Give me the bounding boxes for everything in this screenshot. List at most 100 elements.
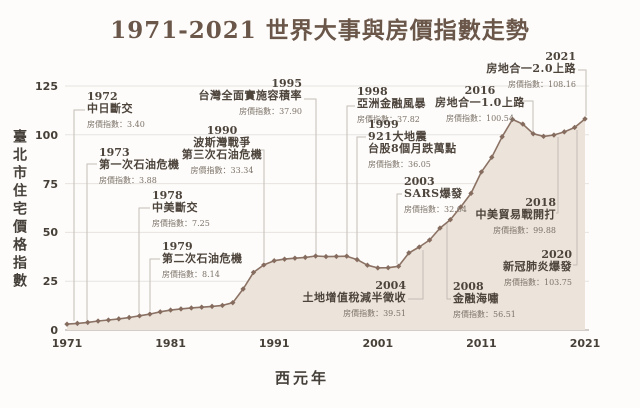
x-axis-title: 西元年 bbox=[274, 369, 329, 387]
data-point-2000 bbox=[364, 262, 371, 268]
data-point-1981 bbox=[167, 307, 174, 313]
annotation-event: 房地合一2.0上路 bbox=[486, 62, 576, 75]
data-point-1982 bbox=[178, 306, 184, 312]
x-tick-label: 2011 bbox=[466, 337, 497, 350]
data-point-1992 bbox=[281, 256, 288, 262]
annotation-index-value: 房價指數：32.64 bbox=[404, 205, 467, 214]
leader-line-1998 bbox=[346, 105, 355, 254]
x-tick-label: 2021 bbox=[569, 337, 601, 350]
data-point-2014 bbox=[509, 116, 516, 123]
annotation-event: 金融海嘯 bbox=[453, 292, 499, 305]
annotation-1998: 1998 亞洲金融風暴 房價指數：37.82 bbox=[357, 86, 426, 126]
annotation-year: 1990 bbox=[206, 124, 238, 137]
annotation-index-value: 房價指數：103.75 bbox=[504, 278, 572, 287]
annotation-year: 1998 bbox=[357, 85, 388, 98]
data-point-2006 bbox=[426, 237, 433, 243]
y-axis-title: 臺北市住宅價格指數 bbox=[11, 129, 27, 291]
data-point-1988 bbox=[240, 286, 246, 292]
annotation-index-value: 房價指數：33.34 bbox=[190, 166, 254, 175]
leader-line-1990 bbox=[256, 149, 265, 262]
annotation-1972: 1972 中日斷交 房價指數：3.40 bbox=[87, 91, 145, 131]
annotation-index-value: 房價指數：36.05 bbox=[368, 160, 431, 169]
data-point-2012 bbox=[489, 154, 495, 160]
annotation-index-value: 房價指數：100.54 bbox=[445, 114, 514, 123]
leader-line-2003 bbox=[396, 193, 402, 264]
annotation-1978: 1978 中美斷交 房價指數：7.25 bbox=[152, 190, 210, 230]
annotation-year: 1999 bbox=[368, 118, 399, 131]
annotation-year: 2018 bbox=[525, 196, 556, 209]
annotation-event: 土地增值稅減半徵收 bbox=[302, 291, 406, 304]
annotation-year: 1979 bbox=[162, 240, 193, 253]
leader-line-1999 bbox=[356, 136, 366, 258]
annotation-year: 1978 bbox=[152, 189, 183, 202]
annotation-event: 第二次石油危機 bbox=[162, 252, 243, 265]
y-tick-label: 125 bbox=[35, 80, 58, 93]
annotation-2003: 2003 SARS爆發 房價指數：32.64 bbox=[404, 176, 467, 216]
annotation-year: 2003 bbox=[404, 175, 435, 188]
data-point-1972 bbox=[74, 320, 81, 327]
data-point-1998 bbox=[344, 253, 350, 259]
leader-line-1979 bbox=[149, 258, 160, 311]
annotation-event: 中美貿易戰開打 bbox=[475, 208, 556, 221]
data-point-1997 bbox=[333, 253, 340, 260]
x-tick-label: 1971 bbox=[51, 337, 83, 350]
leader-line-1972 bbox=[73, 109, 85, 321]
leader-line-1973 bbox=[86, 163, 97, 320]
data-point-2019 bbox=[561, 129, 567, 135]
data-point-1986 bbox=[219, 302, 226, 309]
annotation-1995: 1995 台灣全面實施容積率 房價指數：37.90 bbox=[199, 78, 303, 118]
leader-line-1995 bbox=[304, 98, 317, 254]
data-point-2015 bbox=[520, 121, 526, 127]
annotation-1979: 1979 第二次石油危機 房價指數：8.14 bbox=[162, 241, 243, 281]
data-point-1971 bbox=[64, 321, 70, 327]
annotation-index-value: 房價指數：37.90 bbox=[239, 107, 302, 116]
data-point-2020 bbox=[571, 124, 578, 131]
data-point-2018 bbox=[551, 132, 557, 138]
data-point-2009 bbox=[457, 204, 464, 210]
annotation-year: 2020 bbox=[541, 248, 572, 261]
data-point-1990 bbox=[261, 262, 267, 268]
data-point-1977 bbox=[126, 314, 132, 321]
data-point-1985 bbox=[209, 303, 215, 310]
annotation-event: 亞洲金融風暴 bbox=[357, 97, 426, 110]
data-point-1995 bbox=[312, 253, 319, 259]
data-point-1975 bbox=[105, 317, 112, 323]
data-point-1989 bbox=[250, 269, 257, 276]
leader-line-1978 bbox=[138, 207, 150, 313]
annotation-event: 921大地震 台股8個月跌萬點 bbox=[368, 130, 457, 155]
data-point-2007 bbox=[437, 225, 443, 231]
annotation-year: 1973 bbox=[99, 146, 130, 159]
annotation-event: 中美斷交 bbox=[152, 201, 198, 214]
data-point-1991 bbox=[271, 258, 277, 264]
leader-line-2020 bbox=[573, 130, 578, 266]
annotation-index-value: 房價指數：108.16 bbox=[508, 80, 576, 89]
annotation-year: 2004 bbox=[375, 279, 406, 292]
annotation-2021: 2021 房地合一2.0上路 房價指數：108.16 bbox=[486, 51, 576, 91]
annotation-2004: 2004 土地增值稅減半徵收房價指數：39.51 bbox=[303, 280, 407, 320]
data-point-2016 bbox=[530, 131, 536, 137]
annotation-index-value: 房價指數：3.40 bbox=[87, 120, 145, 129]
annotation-event: 第一次石油危機 bbox=[99, 158, 180, 171]
annotation-1973: 1973 第一次石油危機 房價指數：3.88 bbox=[99, 147, 180, 187]
y-tick-label: 100 bbox=[35, 128, 58, 142]
data-point-2004 bbox=[406, 250, 412, 256]
annotation-year: 1972 bbox=[87, 90, 118, 103]
data-point-1999 bbox=[354, 256, 360, 263]
leader-line-2004 bbox=[408, 250, 424, 300]
annotation-2018: 2018 中美貿易戰開打 房價指數：99.88 bbox=[476, 197, 557, 237]
x-tick-label: 2001 bbox=[362, 337, 394, 350]
annotation-2020: 2020 新冠肺炎爆發房價指數：103.75 bbox=[503, 249, 572, 289]
annotation-index-value: 房價指數：56.51 bbox=[453, 310, 516, 319]
y-tick-label: 75 bbox=[42, 177, 58, 191]
x-tick-label: 1981 bbox=[155, 337, 186, 350]
data-point-1979 bbox=[147, 311, 153, 317]
annotation-event: 波斯灣戰爭 第三次石油危機 bbox=[181, 136, 263, 161]
y-tick-label: 0 bbox=[50, 324, 58, 337]
data-point-2002 bbox=[385, 265, 391, 271]
annotation-event: 新冠肺炎爆發 bbox=[503, 260, 572, 273]
data-point-1980 bbox=[157, 309, 163, 315]
annotation-index-value: 房價指數：39.51 bbox=[343, 309, 406, 318]
data-point-2010 bbox=[468, 190, 474, 197]
